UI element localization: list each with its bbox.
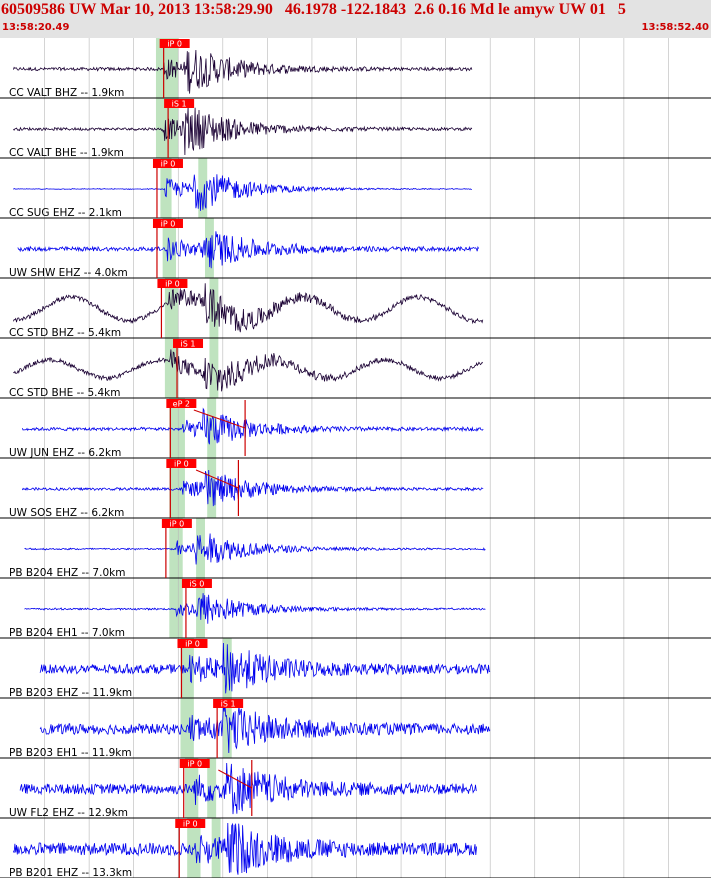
pick-label-11: iS 1	[221, 700, 236, 709]
pick-label-10: iP 0	[185, 640, 200, 649]
pick-label-7: iP 0	[174, 460, 189, 469]
pick-box-0	[159, 39, 190, 48]
pick-label-2: iP 0	[161, 160, 176, 169]
p-window-band-2	[160, 158, 172, 218]
pick-marks: iP 0 iS 1 iP 0 iP 0 iP 0 iS 1 eP 2 iP 0 iP 0 iS 0…	[152, 39, 253, 878]
channel-label-5: CC STD BHE -- 5.4km	[9, 387, 121, 399]
start-time: 13:58:20.49	[2, 22, 70, 33]
pick-label-9: iS 0	[189, 580, 204, 589]
channel-label-8: PB B204 EHZ -- 7.0km	[9, 567, 125, 579]
trace-7	[21, 469, 484, 507]
channel-label-10: PB B203 EHZ -- 11.9km	[9, 687, 132, 699]
p-window-band-10	[180, 638, 194, 698]
p-window-band-12	[184, 758, 199, 818]
pick-box-2	[152, 159, 183, 168]
pick-label-5: iS 1	[181, 340, 196, 349]
arrival-bands	[155, 38, 232, 878]
s-window-band-2	[198, 158, 208, 218]
pick-box-6	[166, 399, 197, 408]
pick-box-10	[177, 639, 208, 648]
trace-11	[39, 702, 491, 754]
pick-label-8: iP 0	[170, 520, 185, 529]
p-window-band-5	[164, 338, 179, 398]
pick-box-7	[166, 459, 197, 468]
header-bar: 60509586 UW Mar 10, 2013 13:58:29.90 46.…	[0, 0, 711, 38]
p-window-band-6	[169, 398, 185, 458]
channel-label-11: PB B203 EH1 -- 11.9km	[9, 747, 132, 759]
channel-label-6: UW JUN EHZ -- 6.2km	[9, 447, 121, 459]
p-window-band-9	[169, 578, 183, 638]
p-window-band-11	[180, 698, 194, 758]
channel-label-4: CC STD BHZ -- 5.4km	[9, 327, 121, 339]
trace-1	[13, 106, 473, 156]
pick-box-8	[161, 519, 192, 528]
trace-4	[13, 283, 484, 333]
trace-13	[13, 822, 477, 875]
trace-8	[24, 533, 486, 565]
coda-line-1	[195, 469, 239, 489]
trace-dividers	[0, 97, 711, 878]
pick-box-1	[164, 99, 195, 108]
coda-line-0	[193, 409, 246, 429]
trace-2	[13, 174, 472, 211]
channel-label-0: CC VALT BHZ -- 1.9km	[9, 87, 124, 99]
trace-5	[13, 349, 484, 392]
pick-box-5	[173, 339, 204, 348]
pick-box-4	[157, 279, 188, 288]
channel-label-2: CC SUG EHZ -- 2.1km	[9, 207, 122, 219]
s-window-band-10	[222, 638, 232, 698]
trace-6	[21, 407, 484, 445]
seismogram-plot: iP 0 iS 1 iP 0 iP 0 iP 0 iS 1 eP 2 iP 0 iP 0 iS 0…	[0, 38, 711, 878]
pick-box-11	[213, 699, 244, 708]
pick-label-1: iS 1	[172, 100, 187, 109]
channel-labels: CC VALT BHZ -- 1.9km CC VALT BHE -- 1.9km…	[9, 87, 132, 878]
channel-label-3: UW SHW EHZ -- 4.0km	[9, 267, 128, 279]
pick-label-0: iP 0	[167, 40, 182, 49]
pick-label-13: iP 0	[183, 820, 198, 829]
channel-label-1: CC VALT BHE -- 1.9km	[9, 147, 124, 159]
pick-label-6: eP 2	[173, 400, 190, 409]
pick-box-3	[152, 219, 183, 228]
channel-label-13: PB B201 EHZ -- 13.3km	[9, 867, 132, 878]
s-window-band-7	[207, 458, 217, 518]
p-window-band-3	[162, 218, 177, 278]
channel-label-9: PB B204 EH1 -- 7.0km	[9, 627, 125, 639]
s-window-band-1	[169, 98, 179, 158]
trace-12	[19, 762, 477, 815]
channel-label-12: UW FL2 EHZ -- 12.9km	[9, 807, 128, 819]
trace-0	[13, 49, 473, 94]
trace-9	[24, 593, 486, 624]
p-window-band-7	[169, 458, 185, 518]
p-window-band-13	[187, 818, 201, 878]
pick-box-12	[179, 759, 210, 768]
pick-box-13	[175, 819, 206, 828]
event-title: 60509586 UW Mar 10, 2013 13:58:29.90 46.…	[1, 1, 626, 18]
s-window-band-12	[207, 758, 217, 818]
s-window-band-8	[196, 518, 205, 578]
pick-box-9	[181, 579, 212, 588]
pick-label-4: iP 0	[165, 280, 180, 289]
traces	[13, 49, 491, 875]
channel-label-7: UW SOS EHZ -- 6.2km	[9, 507, 124, 519]
end-time: 13:58:52.40	[641, 22, 709, 33]
s-window-band-6	[207, 398, 217, 458]
trace-10	[39, 642, 491, 694]
pick-label-3: iP 0	[161, 220, 176, 229]
trace-3	[17, 231, 480, 269]
coda-line-2	[218, 769, 253, 789]
pick-label-12: iP 0	[187, 760, 202, 769]
